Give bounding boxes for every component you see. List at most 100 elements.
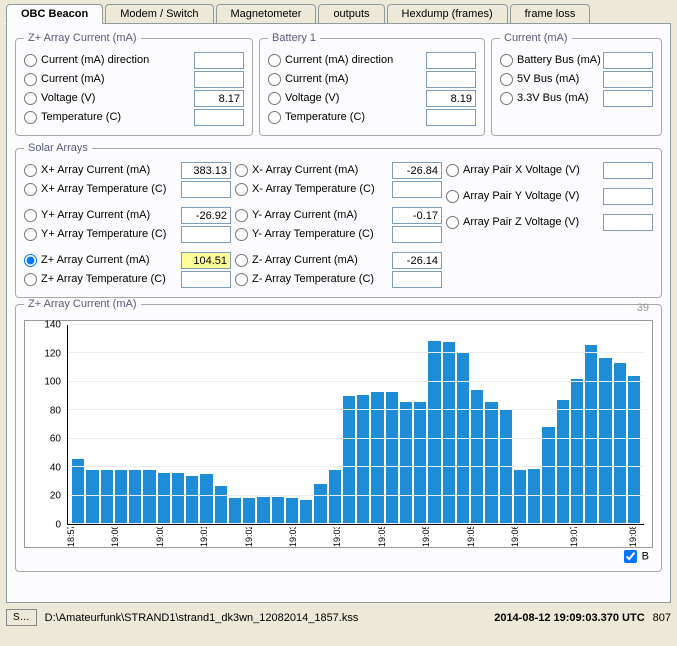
chart-footer-checkbox[interactable] xyxy=(624,550,637,563)
radio-label[interactable]: Y- Array Temperature (C) xyxy=(252,228,392,240)
radio-label[interactable]: X+ Array Current (mA) xyxy=(41,164,181,176)
tab-modem-switch[interactable]: Modem / Switch xyxy=(105,4,213,23)
radio-option[interactable] xyxy=(268,111,281,124)
tab-hexdump-frames-[interactable]: Hexdump (frames) xyxy=(387,4,508,23)
y-tick-label: 140 xyxy=(31,320,61,331)
radio-option[interactable] xyxy=(268,54,281,67)
radio-label[interactable]: Array Pair X Voltage (V) xyxy=(463,164,603,176)
radio-option[interactable] xyxy=(268,73,281,86)
bar xyxy=(457,353,469,524)
radio-option[interactable] xyxy=(24,228,37,241)
radio-row: Z+ Array Current (mA)104.51 xyxy=(24,251,231,269)
radio-label[interactable]: X- Array Current (mA) xyxy=(252,164,392,176)
group-title: Current (mA) xyxy=(500,32,572,44)
radio-label[interactable]: Voltage (V) xyxy=(41,92,194,104)
group-title: Solar Arrays xyxy=(24,142,92,154)
radio-label[interactable]: 3.3V Bus (mA) xyxy=(517,92,603,104)
x-tick-label xyxy=(481,527,496,547)
bar xyxy=(143,470,155,524)
radio-label[interactable]: Temperature (C) xyxy=(41,111,194,123)
chart-footer-label[interactable]: B xyxy=(642,550,649,562)
radio-label[interactable]: Z+ Array Temperature (C) xyxy=(41,273,181,285)
radio-option[interactable] xyxy=(235,254,248,267)
bar xyxy=(115,470,127,524)
bar xyxy=(386,392,398,524)
tab-outputs[interactable]: outputs xyxy=(318,4,384,23)
bar xyxy=(614,363,626,524)
radio-row: X+ Array Temperature (C) xyxy=(24,180,231,198)
radio-option[interactable] xyxy=(24,209,37,222)
radio-option[interactable] xyxy=(235,273,248,286)
radio-option[interactable] xyxy=(500,92,513,105)
radio-label[interactable]: Z- Array Current (mA) xyxy=(252,254,392,266)
radio-option[interactable] xyxy=(24,183,37,196)
radio-label[interactable]: Temperature (C) xyxy=(285,111,426,123)
x-tick-label: 19:05 xyxy=(378,527,393,547)
radio-label[interactable]: Current (mA) direction xyxy=(41,54,194,66)
radio-label[interactable]: Current (mA) direction xyxy=(285,54,426,66)
radio-option[interactable] xyxy=(24,164,37,177)
tab-magnetometer[interactable]: Magnetometer xyxy=(216,4,317,23)
radio-option[interactable] xyxy=(500,73,513,86)
radio-option[interactable] xyxy=(446,216,459,229)
radio-label[interactable]: 5V Bus (mA) xyxy=(517,73,603,85)
radio-row: Array Pair Z Voltage (V) xyxy=(446,213,653,231)
x-tick-label xyxy=(348,527,363,547)
radio-option[interactable] xyxy=(24,111,37,124)
radio-row: Z- Array Current (mA)-26.14 xyxy=(235,251,442,269)
radio-label[interactable]: Current (mA) xyxy=(285,73,426,85)
radio-label[interactable]: Y+ Array Current (mA) xyxy=(41,209,181,221)
radio-label[interactable]: Current (mA) xyxy=(41,73,194,85)
radio-option[interactable] xyxy=(24,273,37,286)
value-box xyxy=(426,109,476,126)
bar xyxy=(485,402,497,524)
value-box: -26.92 xyxy=(181,207,231,224)
group-zplus: Z+ Array Current (mA) Current (mA) direc… xyxy=(15,32,253,136)
bar xyxy=(186,476,198,524)
tab-frame-loss[interactable]: frame loss xyxy=(510,4,591,23)
radio-label[interactable]: Voltage (V) xyxy=(285,92,426,104)
radio-option[interactable] xyxy=(446,190,459,203)
radio-label[interactable]: Z- Array Temperature (C) xyxy=(252,273,392,285)
radio-option[interactable] xyxy=(24,92,37,105)
radio-option[interactable] xyxy=(235,183,248,196)
group-title: Z+ Array Current (mA) xyxy=(24,32,141,44)
radio-option[interactable] xyxy=(500,54,513,67)
value-box xyxy=(194,52,244,69)
tab-obc-beacon[interactable]: OBC Beacon xyxy=(6,4,103,24)
radio-label[interactable]: Z+ Array Current (mA) xyxy=(41,254,181,266)
radio-option[interactable] xyxy=(235,209,248,222)
status-button[interactable]: S… xyxy=(6,609,37,626)
radio-option[interactable] xyxy=(24,54,37,67)
radio-label[interactable]: X- Array Temperature (C) xyxy=(252,183,392,195)
bar xyxy=(542,427,554,524)
x-tick-label: 19:00 xyxy=(156,527,171,547)
radio-option[interactable] xyxy=(24,254,37,267)
radio-option[interactable] xyxy=(235,228,248,241)
radio-label[interactable]: Battery Bus (mA) xyxy=(517,54,603,66)
x-tick-label xyxy=(585,527,600,547)
radio-label[interactable]: Array Pair Y Voltage (V) xyxy=(463,190,603,202)
x-tick-label: 19:02 xyxy=(245,527,260,547)
radio-row: Current (mA) direction xyxy=(268,51,476,69)
radio-label[interactable]: Y- Array Current (mA) xyxy=(252,209,392,221)
radio-option[interactable] xyxy=(24,73,37,86)
radio-option[interactable] xyxy=(235,164,248,177)
radio-row: Temperature (C) xyxy=(24,108,244,126)
value-box xyxy=(194,109,244,126)
x-tick-label xyxy=(230,527,245,547)
radio-label[interactable]: Array Pair Z Voltage (V) xyxy=(463,216,603,228)
bar xyxy=(329,470,341,524)
radio-label[interactable]: Y+ Array Temperature (C) xyxy=(41,228,181,240)
radio-label[interactable]: X+ Array Temperature (C) xyxy=(41,183,181,195)
bar xyxy=(628,376,640,524)
x-tick-label: 19:05 xyxy=(422,527,437,547)
bar xyxy=(514,470,526,524)
x-tick-label: 19:01 xyxy=(200,527,215,547)
radio-option[interactable] xyxy=(268,92,281,105)
bar xyxy=(158,473,170,524)
value-box xyxy=(603,162,653,179)
radio-option[interactable] xyxy=(446,164,459,177)
x-tick-label xyxy=(393,527,408,547)
bar xyxy=(371,392,383,524)
